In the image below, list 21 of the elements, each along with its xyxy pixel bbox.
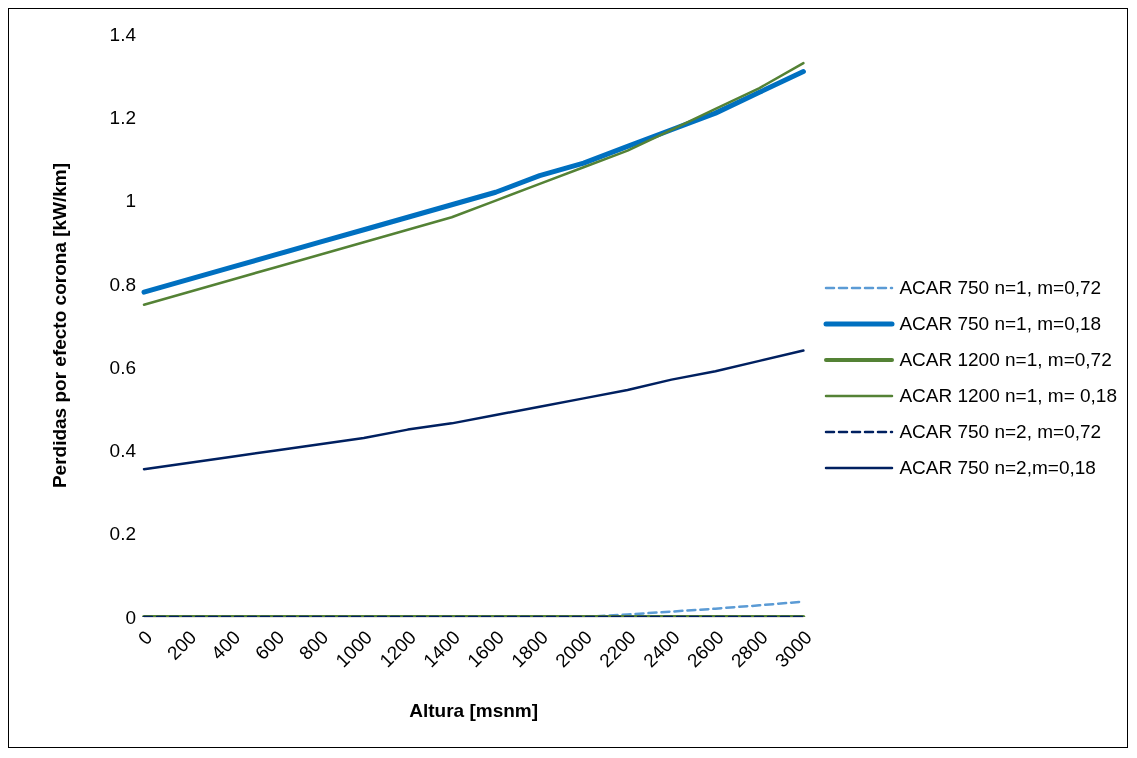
legend-label: ACAR 1200 n=1, m= 0,18 [899,385,1117,407]
x-tick-label: 800 [294,626,333,664]
y-tick-label: 1 [125,190,136,212]
y-tick-label: 0.4 [109,440,137,462]
x-tick-label: 400 [207,626,245,664]
legend-label: ACAR 750 n=1, m=0,72 [899,277,1102,299]
x-tick-label: 600 [250,626,289,664]
line-series [142,349,805,471]
y-tick-label: 1.2 [109,107,136,129]
y-tick-label: 0.2 [109,523,136,545]
y-tick-label: 1.4 [109,23,137,45]
legend-label: ACAR 750 n=1, m=0,18 [899,313,1102,335]
y-axis-title: Perdidas por efecto corona [kW/km] [48,162,70,489]
y-tick-label: 0.6 [109,356,136,378]
y-tick-label: 0 [125,606,136,628]
x-tick-label: 200 [163,626,201,664]
legend-label: ACAR 750 n=2,m=0,18 [899,457,1096,479]
legend-label: ACAR 750 n=2, m=0,72 [899,421,1102,443]
legend-label: ACAR 1200 n=1, m=0,72 [899,349,1112,371]
y-tick-label: 0.8 [109,273,136,295]
x-axis-title: Altura [msnm] [409,700,539,721]
